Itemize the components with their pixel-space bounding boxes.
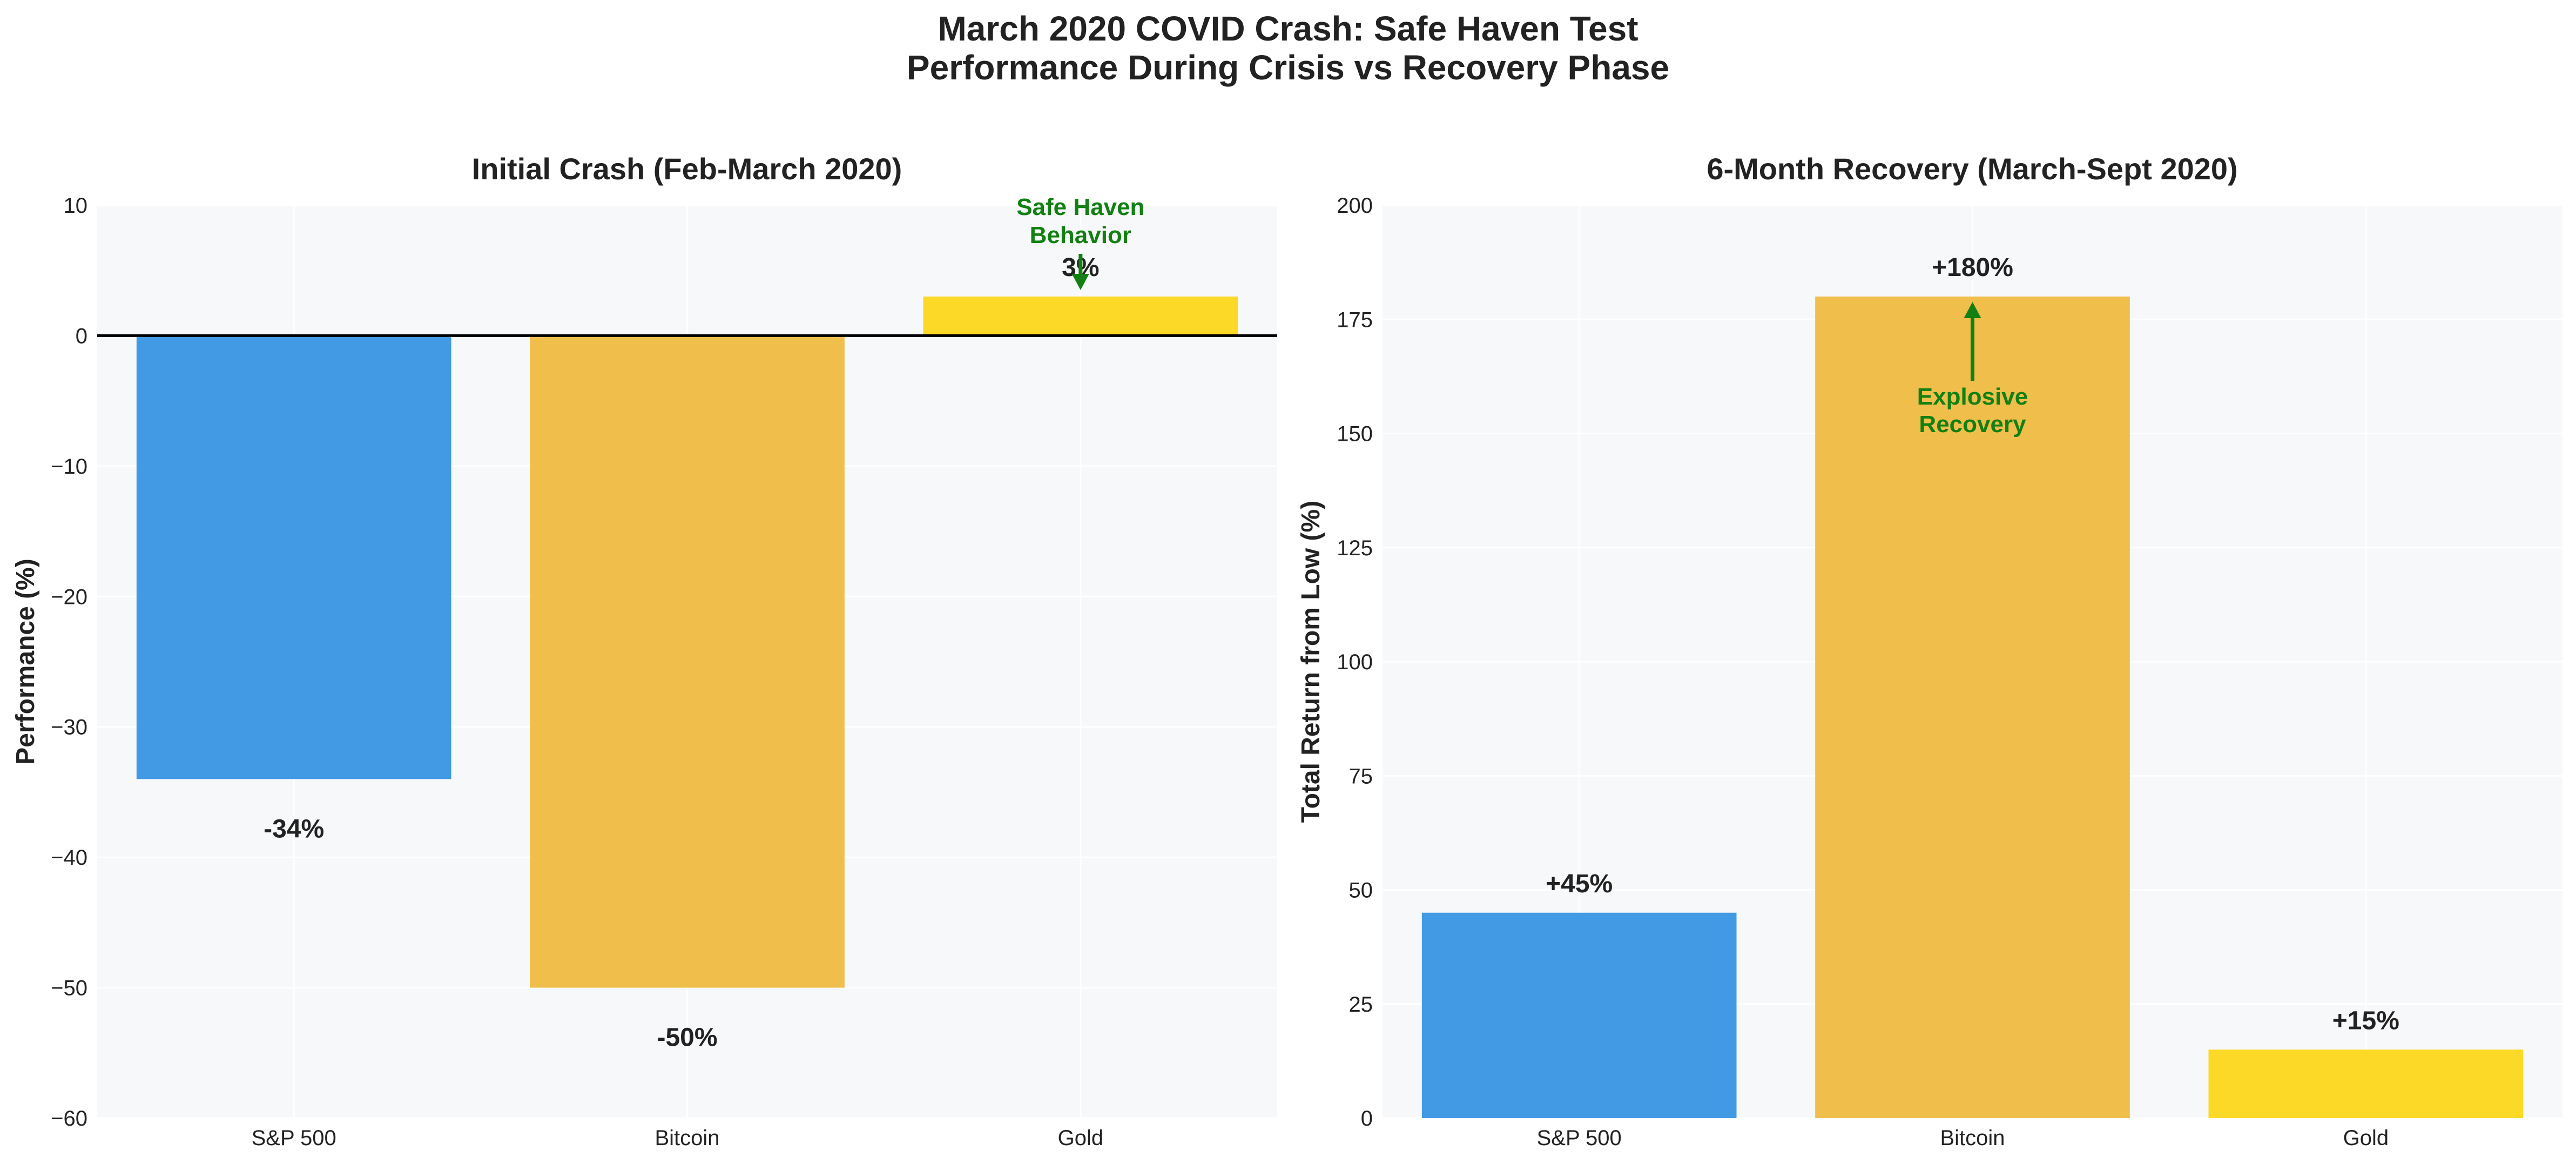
- annotation-text-line1: Explosive: [1917, 383, 2028, 410]
- chart-title-crash: Initial Crash (Feb-March 2020): [472, 152, 902, 186]
- annotation-arrow-head: [1964, 302, 1981, 318]
- bars-crash: [97, 297, 1277, 988]
- bar-s-p-500: [136, 335, 451, 779]
- y-axis-label-crash: Performance (%): [11, 559, 40, 764]
- y-ticks-recovery: 0 25 50 75 100 125 150 175 200: [1337, 194, 1373, 1131]
- y-tick-label: 150: [1337, 422, 1373, 446]
- annotation-text-line2: Behavior: [1030, 222, 1131, 248]
- annotation-arrow-head: [1071, 274, 1089, 290]
- y-tick-label: 75: [1349, 764, 1373, 788]
- bar-bitcoin: [530, 335, 845, 988]
- y-tick-label: 50: [1349, 879, 1373, 903]
- chart-title-recovery: 6-Month Recovery (March-Sept 2020): [1707, 152, 2237, 186]
- data-label-s-p-500: -34%: [264, 815, 324, 843]
- x-tick-label-gold: Gold: [2343, 1126, 2389, 1150]
- y-axis-label-recovery: Total Return from Low (%): [1297, 501, 1325, 823]
- bar-gold: [2208, 1049, 2524, 1118]
- y-tick-label: 0: [76, 324, 87, 348]
- y-tick-label: 175: [1337, 308, 1373, 332]
- data-label-bitcoin: -50%: [657, 1024, 717, 1052]
- y-tick-label: 25: [1349, 993, 1373, 1017]
- annotation-text-line1: Safe Haven: [1016, 194, 1144, 220]
- y-tick-label: −40: [51, 846, 87, 870]
- x-ticks-crash: S&P 500 Bitcoin Gold: [252, 1126, 1104, 1150]
- bar-s-p-500: [1421, 912, 1737, 1118]
- data-label-s-p-500: +45%: [1546, 870, 1613, 898]
- y-tick-label: 100: [1337, 650, 1373, 674]
- chart-recovery: 0 25 50 75 100 125 150 175 200 S&P 500 Bitcoin Gol…: [1297, 152, 2562, 1150]
- y-tick-label: −60: [51, 1107, 87, 1131]
- bar-bitcoin: [1815, 297, 2130, 1118]
- bars-recovery: [1421, 297, 2524, 1118]
- x-tick-label-bitcoin: Bitcoin: [1940, 1126, 2005, 1150]
- annotation-text-line2: Recovery: [1919, 411, 2026, 438]
- y-tick-label: −20: [51, 585, 87, 609]
- x-tick-label-s-p-500: S&P 500: [1537, 1126, 1622, 1150]
- y-ticks-crash: 10 0 −10 −20 −30 −40 −50 −60: [51, 194, 87, 1131]
- x-ticks-recovery: S&P 500 Bitcoin Gold: [1537, 1126, 2389, 1150]
- x-tick-label-bitcoin: Bitcoin: [655, 1126, 719, 1150]
- x-tick-label-gold: Gold: [1058, 1126, 1104, 1150]
- bar-gold: [923, 297, 1238, 336]
- y-tick-label: 0: [1361, 1107, 1373, 1131]
- y-tick-label: −30: [51, 716, 87, 739]
- y-tick-label: 10: [64, 194, 88, 218]
- data-labels-recovery: +45% +180% +15%: [1546, 253, 2399, 1035]
- y-tick-label: −10: [51, 455, 87, 479]
- figure-title-line2: Performance During Crisis vs Recovery Ph…: [907, 48, 1669, 87]
- x-tick-label-s-p-500: S&P 500: [252, 1126, 336, 1150]
- data-label-gold: +15%: [2332, 1006, 2399, 1035]
- data-labels-crash: -34%-50%3%: [264, 253, 1099, 1052]
- y-tick-label: −50: [51, 977, 87, 1000]
- y-tick-label: 200: [1337, 194, 1373, 218]
- data-label-bitcoin: +180%: [1932, 253, 2013, 282]
- y-tick-label: 125: [1337, 536, 1373, 560]
- figure-title-line1: March 2020 COVID Crash: Safe Haven Test: [938, 9, 1638, 48]
- chart-crash: 10 0 −10 −20 −30 −40 −50 −60 S&P 500 Bitcoin Gold…: [11, 152, 1277, 1150]
